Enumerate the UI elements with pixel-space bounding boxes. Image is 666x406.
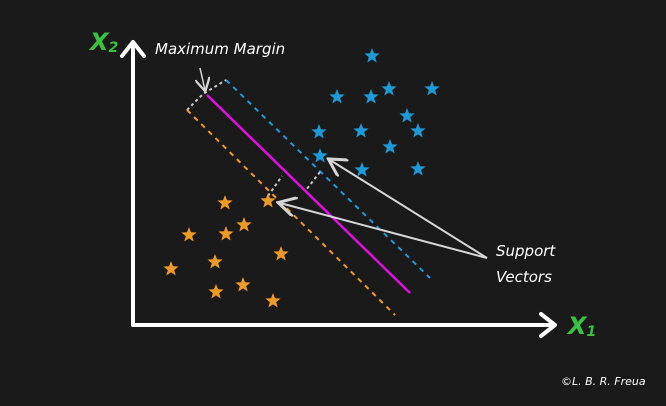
orange-star-icon (218, 226, 234, 241)
y-axis-label: X2 (88, 28, 118, 56)
blue-star-icon (354, 162, 370, 177)
blue-star-icon (312, 148, 328, 163)
blue-class-points (311, 48, 440, 177)
orange-star-icon (260, 193, 276, 208)
orange-star-icon (217, 195, 233, 210)
blue-star-icon (353, 123, 369, 138)
decision-hyperplane (206, 94, 411, 294)
x-axis-label: X1 (566, 312, 596, 340)
blue-star-icon (364, 48, 380, 63)
orange-star-icon (236, 217, 252, 232)
arrow-to-blue-support (330, 160, 488, 259)
axes (120, 40, 557, 338)
orange-support-distance (267, 175, 283, 197)
orange-star-icon (235, 277, 251, 292)
orange-star-icon (208, 284, 224, 299)
x-axis-arrowhead (539, 312, 557, 338)
support-vectors-label-line1: Support (496, 242, 556, 260)
orange-star-icon (207, 254, 223, 269)
arrow-to-orange-support (280, 203, 488, 259)
blue-star-icon (382, 139, 398, 154)
author-credit: ©L. B. R. Freua (561, 375, 646, 388)
support-vector-arrows (280, 160, 488, 259)
support-vectors-label-line2: Vectors (496, 268, 552, 286)
blue-star-icon (311, 124, 327, 139)
orange-star-icon (163, 261, 179, 276)
maximum-margin-indicator (186, 79, 227, 111)
blue-star-icon (410, 161, 426, 176)
orange-margin-boundary (186, 109, 396, 316)
orange-star-icon (265, 293, 281, 308)
y-axis-arrowhead (120, 40, 146, 58)
blue-star-icon (410, 123, 426, 138)
blue-star-icon (381, 81, 397, 96)
blue-star-icon (424, 81, 440, 96)
orange-class-points (163, 193, 289, 308)
maximum-margin-pointer-arrow (200, 67, 205, 90)
blue-star-icon (363, 89, 379, 104)
blue-margin-boundary (225, 79, 431, 279)
orange-star-icon (273, 246, 289, 261)
maximum-margin-label: Maximum Margin (155, 40, 285, 58)
orange-star-icon (181, 227, 197, 242)
blue-star-icon (329, 89, 345, 104)
blue-star-icon (399, 108, 415, 123)
blue-support-distance (305, 171, 321, 191)
